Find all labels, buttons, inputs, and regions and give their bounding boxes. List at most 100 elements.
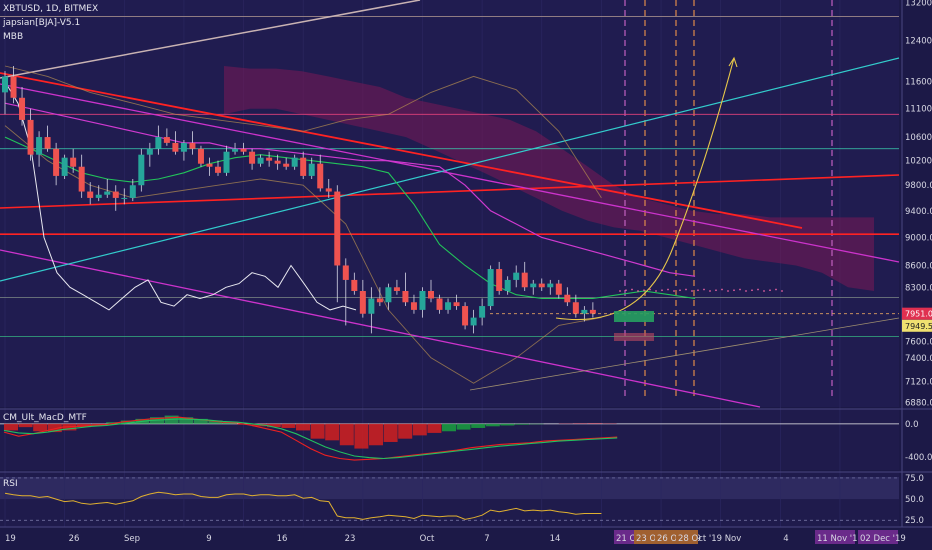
candle: [436, 294, 443, 314]
macd-bar: [4, 423, 18, 431]
trendline-faint: [469, 317, 900, 391]
candle-body: [334, 191, 341, 266]
candle: [19, 86, 26, 126]
candle: [547, 279, 554, 295]
indicator-legend-japsian: japsian[BJA]-V5.1: [3, 18, 81, 28]
candle-body: [155, 137, 162, 149]
date-tick-label: Sep: [124, 534, 140, 544]
candle: [513, 265, 520, 288]
macd-bar: [383, 423, 398, 442]
candle: [87, 182, 94, 205]
highlighted-date-bg: [815, 530, 855, 544]
projection-arrowhead: [728, 56, 738, 68]
candle-body: [342, 265, 349, 280]
candle: [180, 139, 187, 161]
candle-body: [240, 148, 247, 152]
candle: [445, 298, 452, 314]
indicator-legend-mbb: MBB: [3, 32, 24, 42]
candle-body: [453, 302, 460, 307]
highlighted-date-bg: [655, 530, 677, 544]
highlighted-date-label: 11 Nov '19: [817, 534, 863, 544]
candle: [274, 154, 281, 170]
candle: [342, 258, 349, 326]
dot: [751, 289, 753, 292]
candle: [121, 188, 128, 205]
dot: [685, 288, 687, 291]
price-tick-label: 9400.0: [905, 207, 932, 217]
candle-body: [317, 163, 324, 189]
macd-bar: [193, 418, 208, 424]
candle-body: [121, 197, 128, 199]
candle: [197, 145, 204, 167]
projection-curve: [555, 57, 735, 321]
price-tick-label: 10200.0: [905, 157, 932, 167]
candle: [308, 157, 315, 180]
candle-body: [274, 160, 281, 164]
dot: [715, 289, 717, 292]
price-tag-label: 7949.5: [905, 322, 932, 331]
moving-average-green: [4, 136, 696, 300]
candle: [368, 287, 375, 334]
macd-bar: [120, 420, 135, 424]
macd-bar: [588, 423, 602, 424]
macd-bar: [573, 423, 588, 424]
candle: [470, 309, 477, 334]
macd-legend: CM_Ult_MacD_MTF: [3, 413, 87, 423]
macd-bar: [281, 423, 296, 428]
candle-body: [283, 163, 290, 167]
candle-body: [53, 148, 60, 176]
candle: [589, 302, 596, 318]
macd-bar: [369, 423, 383, 446]
date-tick-label: 14: [550, 534, 561, 544]
candle-body: [572, 302, 579, 314]
dot: [625, 289, 627, 292]
candle: [112, 185, 119, 211]
candle-body: [308, 163, 315, 176]
macd-bar: [500, 423, 515, 426]
candle: [385, 283, 392, 310]
candle: [462, 302, 469, 330]
candle: [146, 142, 153, 167]
candle-body: [61, 157, 68, 176]
macd-bar: [515, 423, 529, 425]
candle-body: [351, 279, 358, 291]
macd-bar: [354, 423, 369, 449]
macd-tick-label: 0.0: [905, 420, 919, 430]
lagging-line-white: [4, 81, 357, 311]
candle-body: [19, 97, 26, 120]
dot: [661, 289, 663, 292]
price-tick-label: 6880.0: [905, 399, 932, 409]
candle-body: [189, 142, 196, 149]
candle: [334, 185, 341, 303]
rsi-tick-label: 25.0: [905, 516, 924, 526]
price-tick-label: 10600.0: [905, 133, 932, 143]
rsi-tick-label: 75.0: [905, 474, 924, 484]
candle: [249, 148, 256, 170]
moving-average-purple: [4, 102, 696, 277]
candle-body: [564, 294, 571, 303]
macd-bar: [471, 423, 486, 428]
candle-body: [445, 302, 452, 310]
candle-body: [10, 76, 17, 98]
candle-body: [538, 283, 545, 288]
candle: [138, 148, 145, 192]
candle: [206, 157, 213, 176]
candle: [300, 151, 307, 180]
dot: [655, 290, 657, 292]
candle: [172, 131, 179, 155]
candle: [555, 279, 562, 299]
trendline-magenta-lower: [0, 249, 761, 408]
candle: [496, 261, 503, 295]
target-box-green: [614, 311, 654, 322]
candle-body: [300, 157, 307, 176]
macd-signal-line: [3, 418, 618, 460]
dot: [757, 288, 759, 291]
candle-body: [27, 119, 34, 155]
macd-bar: [47, 423, 62, 433]
trendline-red-flat: [0, 174, 900, 209]
macd-bar: [427, 423, 442, 433]
price-tick-label: 12400.0: [905, 37, 932, 47]
candle-body: [104, 191, 111, 195]
ichimoku-dots: [619, 288, 783, 292]
